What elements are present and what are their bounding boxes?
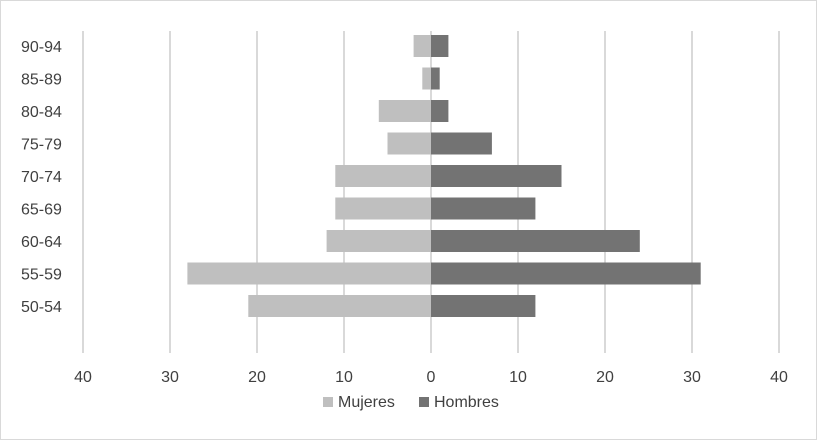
category-label: 55-59 <box>21 267 62 284</box>
bar-mujeres-75-79 <box>387 132 431 155</box>
x-tick-label: 40 <box>74 369 92 386</box>
bar-mujeres-70-74 <box>335 165 431 187</box>
x-tick-label: 0 <box>427 369 436 386</box>
legend-label-hombres: Hombres <box>434 394 499 411</box>
category-label: 50-54 <box>21 299 62 316</box>
category-label: 65-69 <box>21 202 62 219</box>
category-label: 80-84 <box>21 104 62 121</box>
bar-hombres-85-89 <box>431 67 440 90</box>
category-labels: 90-94 85-89 80-84 75-79 70-74 65-69 60-64 55-59… <box>21 39 62 316</box>
bar-mujeres-80-84 <box>378 100 431 122</box>
x-tick-label: 30 <box>683 369 701 386</box>
bar-hombres-75-79 <box>431 132 492 155</box>
category-label: 85-89 <box>21 72 62 89</box>
legend-swatch-hombres <box>419 397 429 407</box>
x-tick-label: 10 <box>509 369 527 386</box>
legend-label-mujeres: Mujeres <box>338 394 395 411</box>
bar-hombres-70-74 <box>431 165 562 187</box>
category-label: 90-94 <box>21 39 62 56</box>
bar-mujeres-55-59 <box>187 262 431 285</box>
bar-mujeres-65-69 <box>335 197 431 220</box>
category-label: 75-79 <box>21 137 62 154</box>
category-label: 60-64 <box>21 234 62 251</box>
bar-mujeres-85-89 <box>422 67 431 90</box>
bar-mujeres-90-94 <box>413 35 431 57</box>
legend: Mujeres Hombres <box>323 394 499 411</box>
x-tick-label: 20 <box>248 369 266 386</box>
bar-hombres-90-94 <box>431 35 449 57</box>
bar-hombres-50-54 <box>431 295 536 317</box>
bar-hombres-60-64 <box>431 230 640 252</box>
x-tick-label: 40 <box>770 369 788 386</box>
bar-mujeres-60-64 <box>326 230 431 252</box>
legend-swatch-mujeres <box>323 397 333 407</box>
bar-hombres-65-69 <box>431 197 536 220</box>
x-tick-label: 30 <box>161 369 179 386</box>
bar-mujeres-50-54 <box>248 295 431 317</box>
x-tick-label: 20 <box>596 369 614 386</box>
bar-hombres-55-59 <box>431 262 701 285</box>
x-tick-label: 10 <box>335 369 353 386</box>
x-tick-labels: 40 30 20 10 0 10 20 30 40 <box>74 369 788 386</box>
bars <box>187 35 701 317</box>
bar-hombres-80-84 <box>431 100 449 122</box>
category-label: 70-74 <box>21 169 62 186</box>
